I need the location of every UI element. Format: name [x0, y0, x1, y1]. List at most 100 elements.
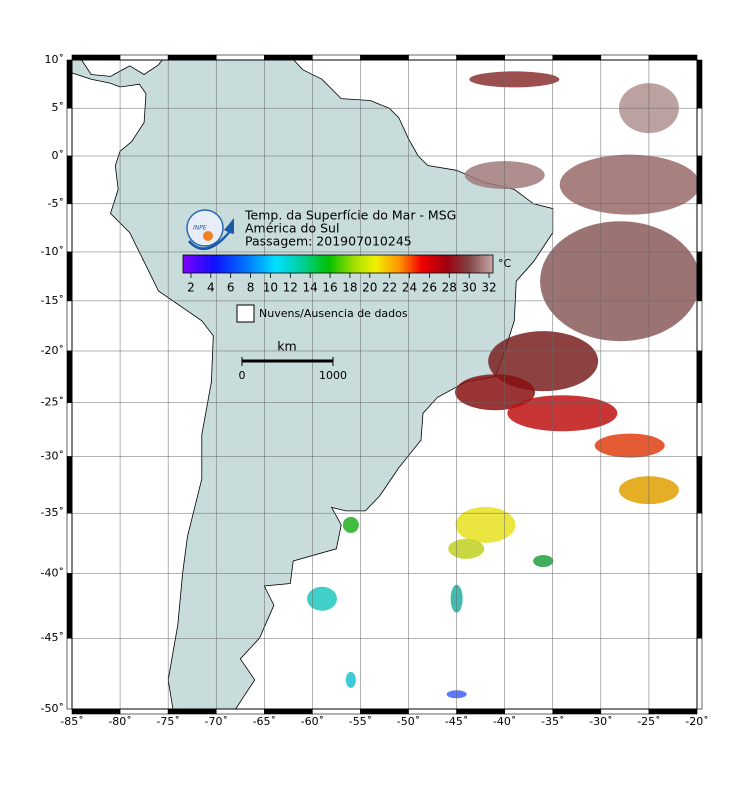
- frame-segment: [215, 708, 265, 715]
- lon-tick-label: -80˚: [108, 715, 131, 728]
- lon-tick-label: -70˚: [204, 715, 227, 728]
- colorbar-tick-label: 22: [382, 281, 397, 295]
- frame-segment: [360, 708, 409, 715]
- legend-swatch: [236, 304, 255, 323]
- frame-segment: [648, 708, 698, 715]
- colorbar-tick-label: 10: [263, 281, 278, 295]
- colorbar-tick-label: 8: [247, 281, 255, 295]
- title: Temp. da Superfície do Mar - MSG: [244, 208, 456, 223]
- frame-segment: [66, 456, 73, 514]
- lat-tick-label: -5˚: [48, 197, 64, 210]
- subtitle: América do Sul: [245, 221, 339, 236]
- frame-segment: [696, 155, 703, 205]
- frame-segment: [696, 300, 703, 352]
- sst-patch: [469, 71, 560, 88]
- lat-tick-label: -40˚: [41, 566, 64, 579]
- frame-segment: [600, 708, 650, 715]
- pass-time: Passagem: 201907010245: [245, 234, 412, 249]
- frame-segment: [71, 708, 121, 715]
- lon-tick-label: -20˚: [685, 715, 708, 728]
- logo: [186, 209, 224, 247]
- frame-segment: [66, 251, 73, 302]
- lat-tick-label: -30˚: [41, 450, 64, 463]
- sst-patch: [455, 374, 536, 411]
- frame-segment: [66, 59, 73, 109]
- colorbar-tick-label: 16: [322, 281, 337, 295]
- frame-segment: [408, 708, 457, 715]
- frame-segment: [66, 637, 73, 710]
- colorbar-tick-label: 14: [303, 281, 318, 295]
- frame-segment: [696, 512, 703, 574]
- frame-segment: [66, 573, 73, 639]
- sst-patch: [345, 671, 356, 688]
- colorbar-tick-label: 6: [227, 281, 235, 295]
- frame-segment: [312, 708, 361, 715]
- lon-tick-label: -50˚: [397, 715, 420, 728]
- lon-tick-label: -65˚: [253, 715, 276, 728]
- frame-segment: [504, 54, 554, 61]
- sst-patch: [540, 221, 697, 342]
- frame-segment: [66, 203, 73, 253]
- sst-patch: [448, 538, 485, 559]
- lon-tick-label: -45˚: [445, 715, 468, 728]
- lon-tick-label: -60˚: [301, 715, 324, 728]
- colorbar-tick-label: 26: [422, 281, 437, 295]
- frame-segment: [66, 350, 73, 403]
- frame-segment: [456, 54, 505, 61]
- scale-tick-label: 0: [239, 369, 246, 382]
- frame-segment: [119, 54, 169, 61]
- lon-tick-label: -30˚: [589, 715, 612, 728]
- sst-patch: [559, 154, 697, 215]
- lat-tick-label: -45˚: [41, 631, 64, 644]
- frame-border: [71, 59, 698, 710]
- sst-patch: [455, 506, 516, 543]
- lat-tick-label: -10˚: [41, 245, 64, 258]
- sst-patch: [594, 433, 665, 458]
- frame-segment: [71, 54, 121, 61]
- frame-segment: [696, 350, 703, 403]
- logo-dot: [203, 231, 213, 241]
- lon-tick-label: -85˚: [60, 715, 83, 728]
- legend-text: Nuvens/Ausencia de dados: [259, 307, 408, 320]
- frame-segment: [456, 708, 505, 715]
- lon-tick-label: -40˚: [493, 715, 516, 728]
- lon-tick-label: -35˚: [541, 715, 564, 728]
- logo-text: INPE: [193, 225, 207, 232]
- colorbar-tick-label: 12: [283, 281, 298, 295]
- colorbar-tick-label: 32: [481, 281, 496, 295]
- colorbar-tick-label: 4: [207, 281, 215, 295]
- frame-segment: [167, 708, 217, 715]
- frame-segment: [66, 512, 73, 574]
- lon-tick-label: -55˚: [349, 715, 372, 728]
- frame-segment: [215, 54, 265, 61]
- lat-tick-label: -35˚: [41, 506, 64, 519]
- frame-segment: [312, 54, 361, 61]
- legend: INPE Temp. da Superfície do Mar - MSG Am…: [182, 208, 512, 382]
- colorbar-tick-label: 30: [462, 281, 477, 295]
- lat-tick-label: -20˚: [41, 344, 64, 357]
- colorbar-tick-label: 18: [342, 281, 357, 295]
- frame-segment: [360, 54, 409, 61]
- lat-tick-label: 5˚: [52, 101, 65, 114]
- map-area: [72, 60, 697, 709]
- sst-patch: [488, 331, 599, 392]
- frame-segment: [696, 59, 703, 109]
- frame-segment: [696, 203, 703, 253]
- frame-segment: [696, 456, 703, 514]
- lat-tick-label: -50˚: [41, 702, 64, 715]
- colorbar-unit: °C: [498, 257, 512, 270]
- frame-segment: [119, 708, 169, 715]
- frame-segment: [66, 107, 73, 157]
- lat-tick-label: 10˚: [45, 53, 65, 66]
- scale-unit: km: [277, 339, 296, 354]
- colorbar-tick-label: 24: [402, 281, 417, 295]
- colorbar-tick-label: 2: [187, 281, 195, 295]
- frame-segment: [696, 251, 703, 302]
- frame-segment: [264, 708, 313, 715]
- frame-segment: [600, 54, 650, 61]
- frame-segment: [696, 637, 703, 710]
- frame-segment: [552, 54, 602, 61]
- colorbar-tick-label: 28: [442, 281, 457, 295]
- sst-patch: [307, 586, 337, 611]
